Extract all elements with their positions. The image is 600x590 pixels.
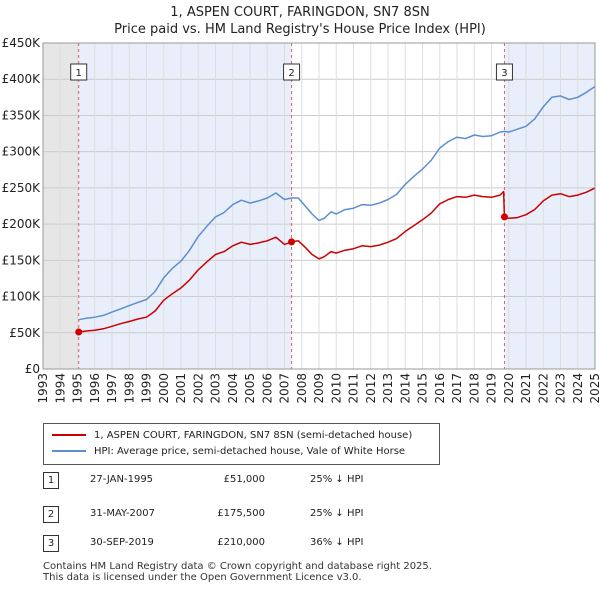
plot-frame bbox=[42, 42, 596, 370]
price-chart: 1 2 3 £0 £50K £100K £150K £200K £250K £300K £350K… bbox=[2, 36, 600, 404]
y-tick-label: £250K bbox=[2, 181, 42, 195]
legend-item-property: 1, ASPEN COURT, FARINGDON, SN7 8SN (semi… bbox=[52, 429, 412, 443]
sale-point bbox=[288, 238, 296, 246]
ownership-band-1 bbox=[78, 43, 292, 369]
sale-label-box bbox=[283, 63, 301, 81]
footer: Contains HM Land Registry data © Crown c… bbox=[43, 561, 432, 583]
y-tick-label: £200K bbox=[2, 217, 42, 231]
x-tick-label: 2002 bbox=[191, 373, 205, 404]
sale-point bbox=[500, 213, 508, 221]
x-tick-label: 2000 bbox=[157, 373, 171, 404]
footer-licence: This data is licensed under the Open Gov… bbox=[43, 572, 362, 583]
x-tick-label: 2013 bbox=[381, 373, 395, 404]
x-tick-label: 2011 bbox=[347, 373, 361, 404]
x-tick-label: 2020 bbox=[502, 373, 516, 404]
x-tick-label: 2022 bbox=[536, 373, 550, 404]
sale-number: 2 bbox=[43, 506, 59, 523]
y-tick-label: £0 bbox=[25, 362, 40, 376]
x-tick-label: 2016 bbox=[433, 373, 447, 404]
y-tick-label: £100K bbox=[2, 290, 42, 304]
x-tick-label: 1997 bbox=[105, 373, 119, 404]
x-tick-label: 2008 bbox=[295, 373, 309, 404]
x-tick-label: 1995 bbox=[71, 373, 85, 404]
sale-row: 3 30-SEP-2019 £210,000 36% ↓ HPI bbox=[43, 535, 443, 553]
sale-date: 27-JAN-1995 bbox=[90, 474, 154, 485]
y-tick-label: £300K bbox=[2, 145, 42, 159]
sale-price: £210,000 bbox=[217, 537, 265, 548]
x-tick-label: 2024 bbox=[571, 373, 585, 404]
chart-subtitle: Price paid vs. HM Land Registry's House … bbox=[114, 22, 486, 37]
x-tick-label: 2019 bbox=[485, 373, 499, 404]
sale-label: 2 bbox=[288, 68, 294, 79]
x-tick-label: 2023 bbox=[554, 373, 568, 404]
x-tick-label: 2012 bbox=[364, 373, 378, 404]
x-tick-label: 2025 bbox=[588, 373, 600, 404]
y-tick-label: £400K bbox=[2, 72, 42, 86]
sale-number: 1 bbox=[43, 472, 59, 489]
series-line-hpi bbox=[78, 85, 596, 321]
chart-title-line1: 1, ASPEN COURT, FARINGDON, SN7 8SN bbox=[170, 5, 430, 20]
sale-label: 3 bbox=[501, 68, 507, 79]
x-tick-label: 2017 bbox=[450, 373, 464, 404]
x-tick-label: 2018 bbox=[467, 373, 481, 404]
ownership-band-3 bbox=[504, 43, 595, 369]
y-tick-label: £150K bbox=[2, 253, 42, 267]
x-tick-label: 2005 bbox=[243, 373, 257, 404]
sale-hpi-diff: 25% ↓ HPI bbox=[310, 508, 364, 519]
x-tick-label: 1998 bbox=[122, 373, 136, 404]
legend-item-hpi: HPI: Average price, semi-detached house,… bbox=[52, 445, 405, 459]
y-tick-label: £450K bbox=[2, 36, 42, 50]
footer-copyright: Contains HM Land Registry data © Crown c… bbox=[43, 561, 432, 572]
sale-row: 2 31-MAY-2007 £175,500 25% ↓ HPI bbox=[43, 506, 443, 524]
legend-label-property: 1, ASPEN COURT, FARINGDON, SN7 8SN (semi… bbox=[94, 430, 413, 441]
x-tick-label: 2007 bbox=[278, 373, 292, 404]
x-tick-label: 1996 bbox=[88, 373, 102, 404]
x-tick-label: 2006 bbox=[260, 373, 274, 404]
legend-label-hpi: HPI: Average price, semi-detached house,… bbox=[94, 446, 406, 457]
legend: 1, ASPEN COURT, FARINGDON, SN7 8SN (semi… bbox=[43, 423, 440, 465]
sale-date: 31-MAY-2007 bbox=[90, 508, 156, 519]
legend-swatch-hpi bbox=[52, 450, 86, 452]
sale-label-box bbox=[70, 63, 88, 81]
sale-hpi-diff: 25% ↓ HPI bbox=[310, 474, 364, 485]
y-tick-label: £350K bbox=[2, 108, 42, 122]
chart-title: 1, ASPEN COURT, FARINGDON, SN7 8SN Price… bbox=[0, 4, 600, 38]
x-tick-label: 2001 bbox=[174, 373, 188, 404]
legend-swatch-property bbox=[52, 434, 86, 436]
sale-label: 1 bbox=[76, 68, 82, 79]
x-tick-label: 1999 bbox=[140, 373, 154, 404]
x-tick-label: 1994 bbox=[53, 373, 67, 404]
sale-markers: 1 2 3 bbox=[70, 63, 513, 336]
x-tick-label: 2009 bbox=[312, 373, 326, 404]
sale-price: £51,000 bbox=[223, 474, 265, 485]
x-tick-label: 2003 bbox=[209, 373, 223, 404]
sale-row: 1 27-JAN-1995 £51,000 25% ↓ HPI bbox=[43, 472, 443, 490]
x-tick-label: 2015 bbox=[416, 373, 430, 404]
sale-price: £175,500 bbox=[217, 508, 265, 519]
sale-point bbox=[75, 328, 83, 336]
axis-layer: £0 £50K £100K £150K £200K £250K £300K £350K £400… bbox=[2, 36, 600, 404]
pre-sale-hatch-region bbox=[43, 43, 79, 369]
sale-label-box bbox=[495, 63, 513, 81]
x-tick-label: 2021 bbox=[519, 373, 533, 404]
x-tick-label: 2010 bbox=[329, 373, 343, 404]
y-tick-label: £50K bbox=[9, 326, 41, 340]
x-tick-label: 2014 bbox=[398, 373, 412, 404]
sale-date: 30-SEP-2019 bbox=[90, 537, 154, 548]
sale-number: 3 bbox=[43, 535, 59, 552]
x-tick-label: 1993 bbox=[36, 373, 50, 404]
x-tick-label: 2004 bbox=[226, 373, 240, 404]
sale-hpi-diff: 36% ↓ HPI bbox=[310, 537, 364, 548]
